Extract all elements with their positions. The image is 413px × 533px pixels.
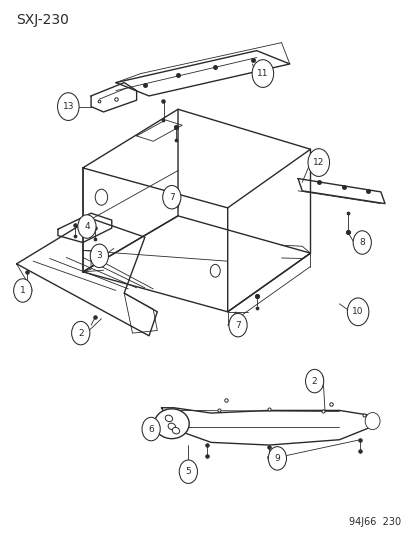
Circle shape [162,185,180,209]
Circle shape [179,460,197,483]
Circle shape [57,93,79,120]
Text: 2: 2 [78,329,83,337]
Circle shape [268,447,286,470]
Text: 12: 12 [312,158,324,167]
Circle shape [352,231,370,254]
Ellipse shape [154,409,189,439]
Circle shape [228,313,247,337]
Circle shape [305,369,323,393]
Ellipse shape [172,427,179,434]
Text: SXJ-230: SXJ-230 [17,13,69,27]
Circle shape [14,279,32,302]
Circle shape [347,298,368,326]
Ellipse shape [165,415,172,422]
Circle shape [142,417,160,441]
Text: 13: 13 [62,102,74,111]
Text: 9: 9 [274,454,280,463]
Circle shape [252,60,273,87]
Circle shape [307,149,329,176]
Text: 3: 3 [96,252,102,260]
Text: 4: 4 [84,222,90,231]
Text: 5: 5 [185,467,191,476]
Circle shape [95,189,107,205]
Text: 2: 2 [311,377,317,385]
Text: 7: 7 [235,321,240,329]
Text: 11: 11 [256,69,268,78]
Text: 1: 1 [20,286,26,295]
Circle shape [90,244,108,268]
Text: 8: 8 [358,238,364,247]
Text: 94J66  230: 94J66 230 [349,516,401,527]
Ellipse shape [364,413,379,430]
Ellipse shape [168,423,175,430]
Text: 7: 7 [169,193,174,201]
Text: 10: 10 [351,308,363,316]
Text: 6: 6 [148,425,154,433]
Circle shape [210,264,220,277]
Circle shape [71,321,90,345]
Circle shape [78,215,96,238]
